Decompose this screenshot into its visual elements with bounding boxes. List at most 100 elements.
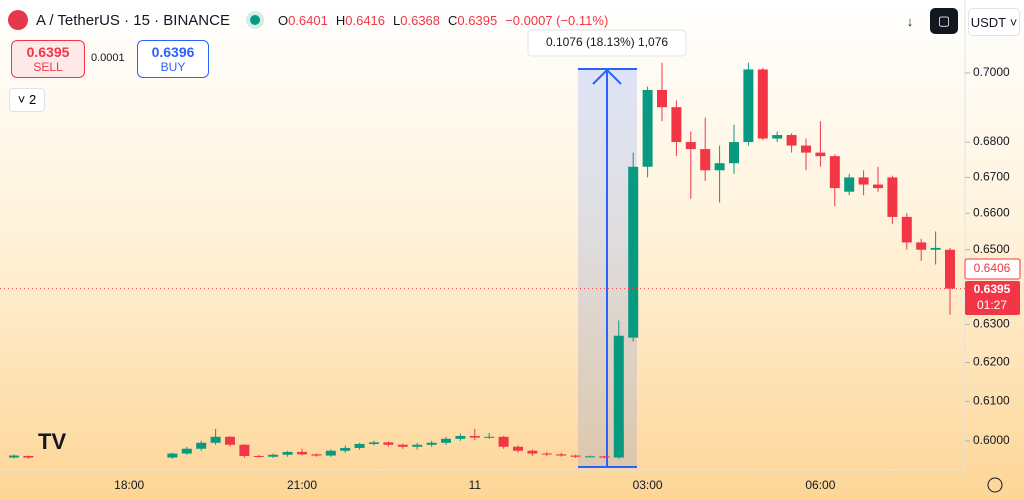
candle-body bbox=[23, 455, 34, 458]
candle-body bbox=[556, 454, 567, 456]
candle-body bbox=[52, 476, 62, 477]
x-tick-label: 11 bbox=[469, 478, 482, 492]
last-price: 0.6395 bbox=[974, 282, 1011, 296]
candle-body bbox=[829, 156, 840, 189]
download-button[interactable]: ↓ bbox=[906, 13, 914, 29]
candle-body bbox=[786, 135, 797, 146]
candle-body bbox=[139, 474, 149, 475]
candle-body bbox=[743, 69, 754, 143]
candle-body bbox=[325, 450, 336, 456]
spread: 0.0001 bbox=[91, 52, 125, 64]
y-tick-label: 0.6800 bbox=[973, 134, 1010, 148]
candle-body bbox=[815, 152, 826, 157]
y-tick-label: 0.6100 bbox=[973, 394, 1010, 408]
y-tick-label: 0.7000 bbox=[973, 65, 1010, 79]
candle-body bbox=[124, 475, 134, 476]
candle-body bbox=[628, 166, 639, 338]
sell-button[interactable]: 0.6395 SELL bbox=[11, 40, 85, 78]
candle-body bbox=[498, 436, 509, 447]
candle-body bbox=[873, 184, 883, 189]
candle-body bbox=[297, 451, 307, 455]
candle-body bbox=[239, 444, 250, 456]
y-tick-label: 0.6600 bbox=[973, 205, 1010, 219]
sell-label: SELL bbox=[33, 60, 63, 74]
candle-body bbox=[383, 442, 394, 445]
marker-price: 0.6406 bbox=[974, 261, 1011, 275]
candle-body bbox=[613, 335, 624, 458]
indicators-toggle[interactable]: ˅ 2 bbox=[9, 88, 45, 112]
candle-body bbox=[196, 442, 207, 449]
candle-body bbox=[844, 177, 855, 192]
ohlc-value: 0.6416 bbox=[345, 12, 386, 28]
x-tick-label: 21:00 bbox=[287, 478, 317, 492]
candle-body bbox=[469, 436, 480, 438]
candle-body bbox=[167, 453, 178, 458]
candle-body bbox=[930, 247, 941, 250]
ohlc-key: C bbox=[448, 12, 458, 28]
ohlc-open: O0.6401 bbox=[278, 13, 328, 28]
candle-body bbox=[714, 163, 725, 171]
candle-body bbox=[642, 89, 653, 167]
marker-price-box bbox=[964, 258, 1021, 280]
ohlc-key: O bbox=[277, 12, 289, 28]
candle-body bbox=[340, 447, 351, 451]
ohlc-low: L0.6368 bbox=[393, 13, 440, 28]
candle-body bbox=[426, 442, 437, 445]
y-tick-label: 0.6500 bbox=[973, 242, 1010, 256]
settings-icon[interactable] bbox=[987, 477, 1003, 493]
ohlc-close: C0.6395 bbox=[448, 13, 497, 28]
candle-body bbox=[916, 242, 927, 250]
change: −0.0007 (−0.11%) bbox=[505, 12, 609, 28]
candle-body bbox=[81, 474, 91, 475]
y-tick-label: 0.6300 bbox=[973, 317, 1010, 331]
candle-body bbox=[858, 177, 869, 185]
y-tick-label: 0.6200 bbox=[973, 355, 1010, 369]
candle-body bbox=[225, 436, 235, 445]
candle-body bbox=[585, 456, 595, 458]
candle-body bbox=[527, 450, 538, 454]
candle-body bbox=[484, 436, 495, 438]
candle-body bbox=[455, 436, 466, 439]
candle-body bbox=[268, 454, 279, 457]
candle-body bbox=[772, 135, 783, 139]
candle-body bbox=[311, 454, 322, 456]
candle-body bbox=[67, 476, 77, 477]
symbol-logo bbox=[8, 10, 28, 30]
candle-body bbox=[282, 451, 293, 455]
buy-button[interactable]: 0.6396 BUY bbox=[137, 40, 209, 78]
y-tick-label: 0.6000 bbox=[973, 433, 1010, 447]
symbol-header: A / TetherUS · 15 · BINANCE O0.6401 H0.6… bbox=[8, 9, 616, 31]
plot-area bbox=[0, 62, 965, 477]
measure-label: 0.1076 (18.13%) 1,076 bbox=[546, 35, 668, 49]
currency-select[interactable]: USDT ˅ bbox=[968, 8, 1020, 36]
last-price-box bbox=[965, 281, 1020, 315]
ohlc-value: 0.6401 bbox=[288, 12, 328, 28]
ohlc-value: 0.6395 bbox=[457, 12, 498, 28]
indicators-count: 2 bbox=[28, 92, 37, 107]
candle-body bbox=[412, 444, 423, 447]
candle-body bbox=[354, 443, 365, 448]
buy-price: 0.6396 bbox=[151, 44, 195, 60]
buy-label: BUY bbox=[160, 60, 186, 74]
candle-body bbox=[685, 142, 696, 150]
candle-body bbox=[541, 453, 552, 455]
fullscreen-button[interactable]: ▢ bbox=[930, 8, 958, 34]
x-tick-label: 06:00 bbox=[805, 478, 835, 492]
measure-label-box bbox=[527, 29, 687, 57]
candle-body bbox=[570, 455, 581, 457]
candle-body bbox=[599, 456, 610, 458]
candle-body bbox=[38, 475, 48, 476]
candle-body bbox=[153, 472, 163, 473]
candle-body bbox=[757, 69, 768, 139]
ohlc-value: 0.6368 bbox=[400, 12, 441, 28]
tv-logo: TV bbox=[38, 429, 66, 454]
market-status bbox=[249, 15, 260, 25]
candle-body bbox=[110, 475, 120, 476]
x-tick-label: 03:00 bbox=[633, 478, 663, 492]
candle-body bbox=[801, 145, 811, 153]
candle-body bbox=[945, 249, 955, 289]
x-tick-label: 18:00 bbox=[114, 478, 144, 492]
y-tick-label: 0.6700 bbox=[973, 170, 1010, 184]
symbol[interactable]: A / TetherUS · 15 · BINANCE bbox=[36, 11, 230, 29]
